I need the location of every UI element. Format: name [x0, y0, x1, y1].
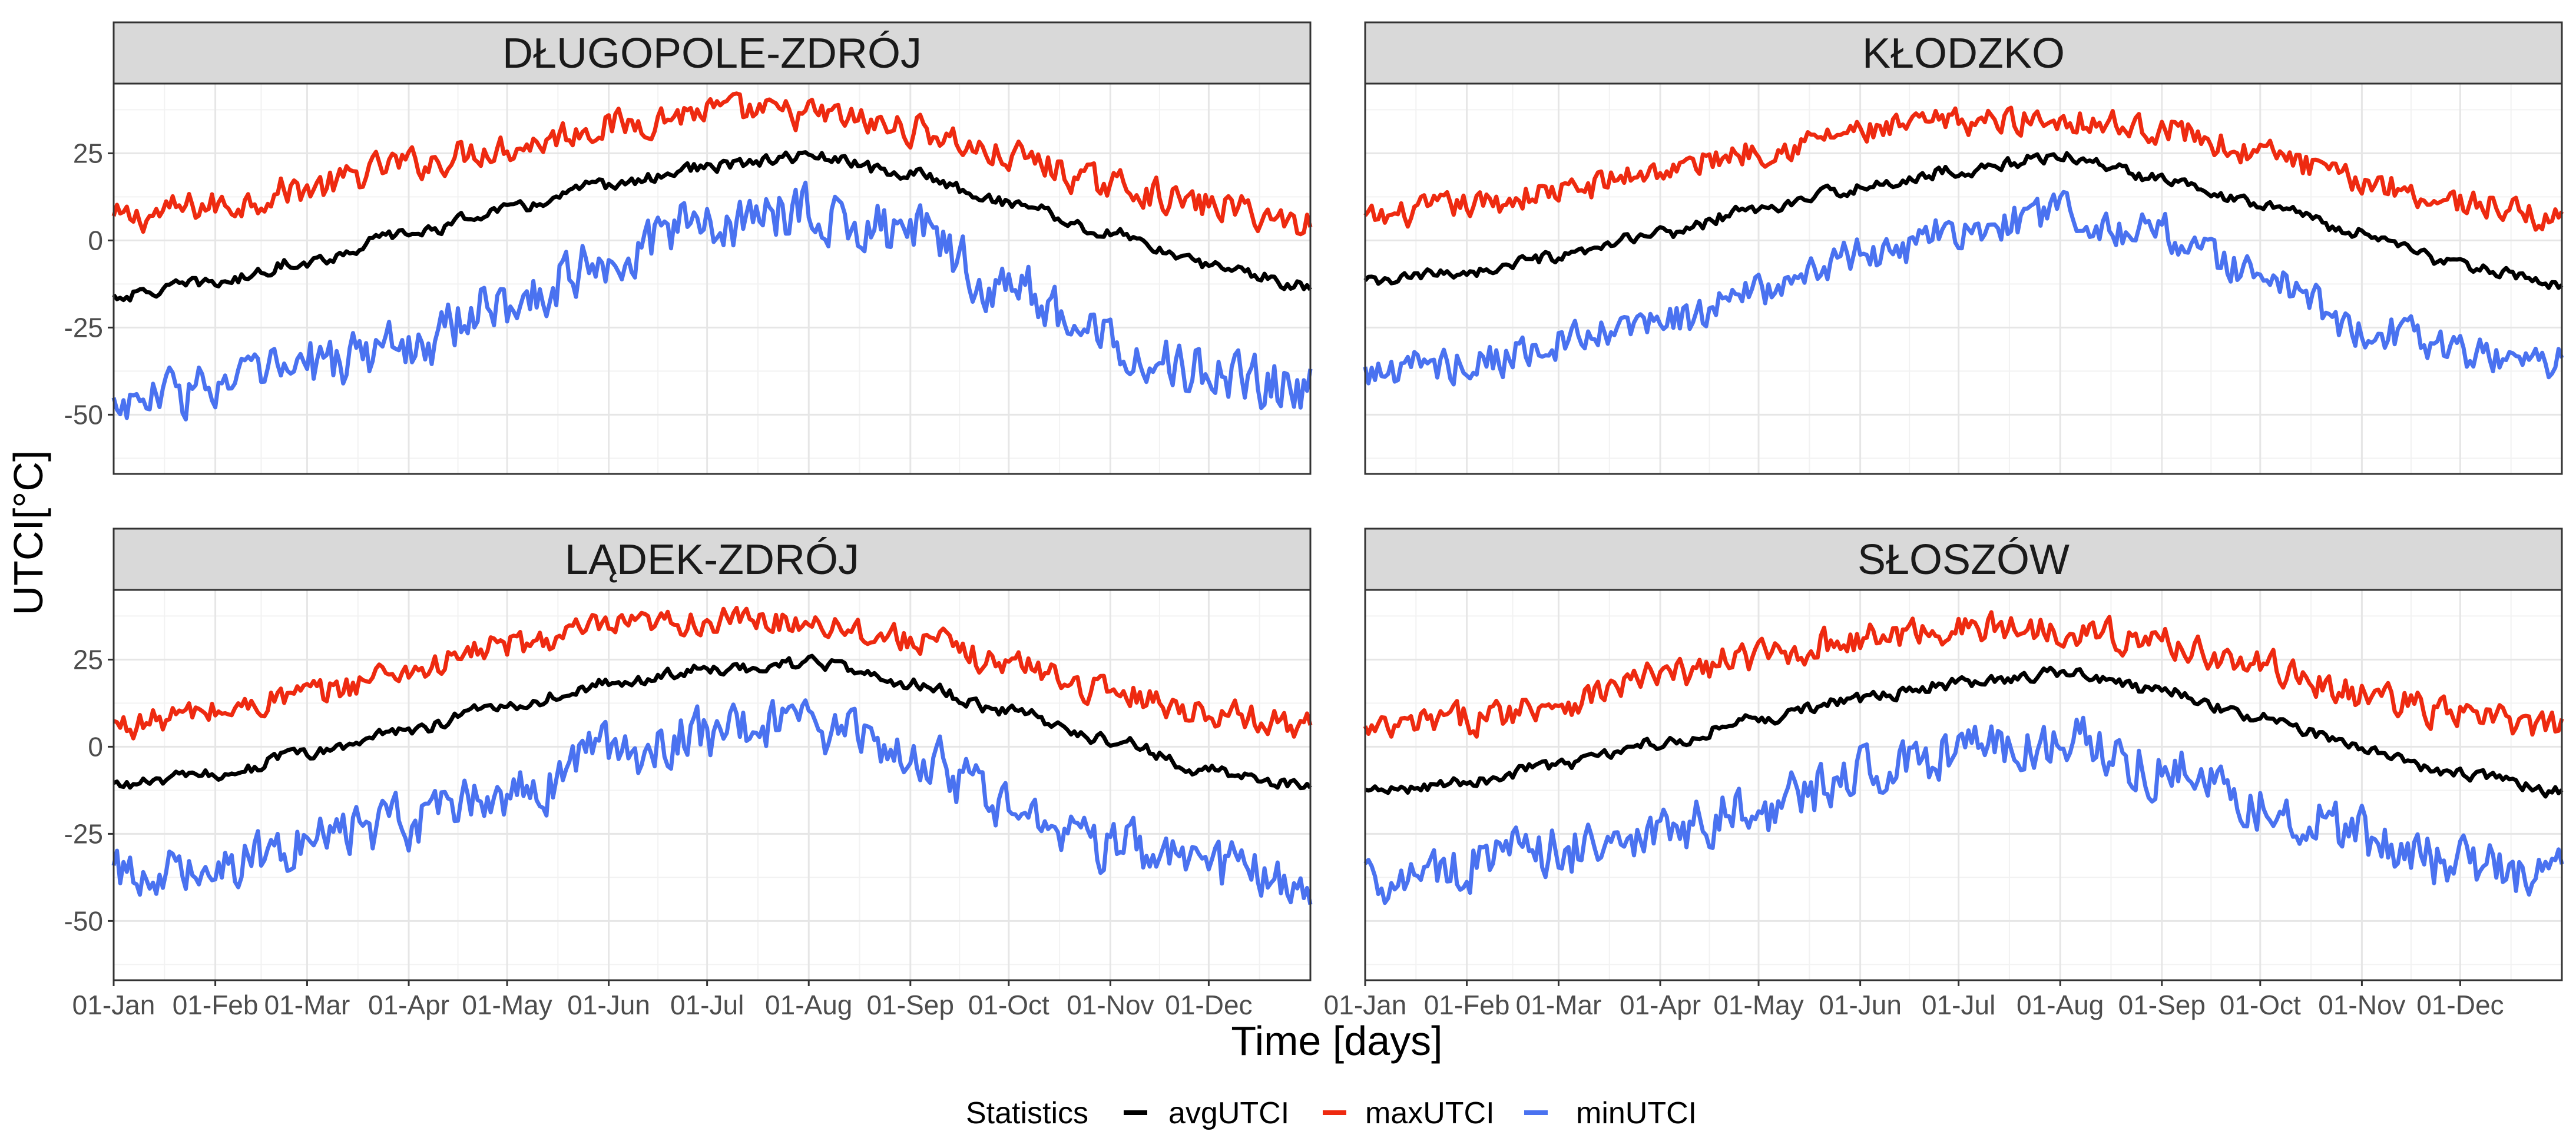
- x-tick-label: 01-Apr: [1620, 990, 1701, 1020]
- x-tick-label: 01-May: [462, 990, 552, 1020]
- series-line-minUTCI: [1363, 715, 2564, 905]
- facet-strip-label: DŁUGOPOLE-ZDRÓJ: [502, 30, 922, 77]
- y-tick-label: 25: [73, 644, 103, 675]
- x-tick-label: 01-Feb: [1424, 990, 1510, 1020]
- x-tick-label: 01-Oct: [968, 990, 1049, 1020]
- facet-panel: DŁUGOPOLE-ZDRÓJ -50 -25 0 25: [64, 21, 1313, 475]
- series-line-maxUTCI: [1363, 105, 2564, 232]
- y-tick-label: -50: [64, 905, 103, 936]
- x-tick-label: 01-Feb: [173, 990, 259, 1020]
- panel-border: [1364, 589, 2563, 981]
- y-tick-label: -25: [64, 818, 103, 849]
- x-tick-label: 01-Apr: [368, 990, 449, 1020]
- panel-border: [112, 589, 1312, 981]
- legend-title: Statistics: [966, 1096, 1088, 1130]
- facet-strip: [1364, 527, 2563, 591]
- x-tick-label: 01-May: [1713, 990, 1803, 1020]
- facet-panel: KŁODZKO: [1363, 21, 2564, 475]
- facet-strip-label: SŁOSZÓW: [1857, 536, 2070, 583]
- x-tick-label: 01-Dec: [2416, 990, 2504, 1020]
- series-line-maxUTCI: [112, 606, 1313, 741]
- y-tick-label: -50: [64, 399, 103, 430]
- x-tick-label: 01-Mar: [264, 990, 350, 1020]
- facet-strip: [112, 21, 1312, 85]
- series-line-avgUTCI: [112, 150, 1312, 303]
- series-line-minUTCI: [1363, 190, 2564, 387]
- x-tick-label: 01-Sep: [867, 990, 954, 1020]
- facet-panels: DŁUGOPOLE-ZDRÓJ -50 -25 0 25 KŁODZKO LĄDEK-ZDR…: [64, 21, 2564, 1020]
- y-tick-label: -25: [64, 312, 103, 343]
- legend-label-minUTCI: minUTCI: [1576, 1096, 1697, 1130]
- x-tick-label: 01-Jul: [670, 990, 744, 1020]
- series-line-maxUTCI: [1363, 610, 2564, 739]
- x-tick-label: 01-Jan: [1324, 990, 1407, 1020]
- facet-panel: LĄDEK-ZDRÓJ -50 -25 0 25 01-Jan 01-Feb 01-Mar 01…: [64, 527, 1313, 1020]
- y-axis-title: UTCI[°C]: [5, 450, 51, 616]
- x-tick-label: 01-Jul: [1922, 990, 1995, 1020]
- panel-border: [1364, 82, 2563, 475]
- y-tick-label: 0: [88, 225, 103, 256]
- series-line-minUTCI: [111, 180, 1313, 422]
- y-tick-label: 25: [73, 138, 103, 168]
- legend-label-maxUTCI: maxUTCI: [1365, 1096, 1495, 1130]
- x-tick-label: 01-Aug: [765, 990, 852, 1020]
- facet-panel: SŁOSZÓW 01-Jan 01-Feb 01-Mar 01-Apr 01-May 01-…: [1324, 527, 2564, 1020]
- x-tick-label: 01-Jan: [72, 990, 155, 1020]
- panel-border: [112, 82, 1312, 475]
- series-line-avgUTCI: [112, 653, 1312, 791]
- legend-label-avgUTCI: avgUTCI: [1168, 1096, 1289, 1130]
- facet-strip: [112, 527, 1312, 591]
- x-tick-label: 01-Aug: [2017, 990, 2104, 1020]
- facet-strip-label: LĄDEK-ZDRÓJ: [565, 536, 859, 583]
- x-tick-label: 01-Jun: [567, 990, 650, 1020]
- facet-strip-label: KŁODZKO: [1862, 30, 2065, 77]
- x-tick-label: 01-Sep: [2118, 990, 2206, 1020]
- x-tick-label: 01-Jun: [1819, 990, 1902, 1020]
- x-axis-title: Time [days]: [1231, 1018, 1442, 1064]
- facet-strip: [1364, 21, 2563, 85]
- x-tick-label: 01-Oct: [2220, 990, 2301, 1020]
- x-tick-label: 01-Dec: [1165, 990, 1252, 1020]
- x-tick-label: 01-Nov: [2318, 990, 2405, 1020]
- series-line-avgUTCI: [1363, 151, 2564, 290]
- legend: Statistics avgUTCI maxUTCI minUTCI: [966, 1096, 1697, 1130]
- y-tick-label: 0: [88, 731, 103, 762]
- x-tick-label: 01-Nov: [1067, 990, 1154, 1020]
- x-tick-label: 01-Mar: [1516, 990, 1602, 1020]
- series-line-minUTCI: [111, 698, 1313, 905]
- series-line-maxUTCI: [111, 91, 1313, 237]
- series-line-avgUTCI: [1364, 665, 2564, 799]
